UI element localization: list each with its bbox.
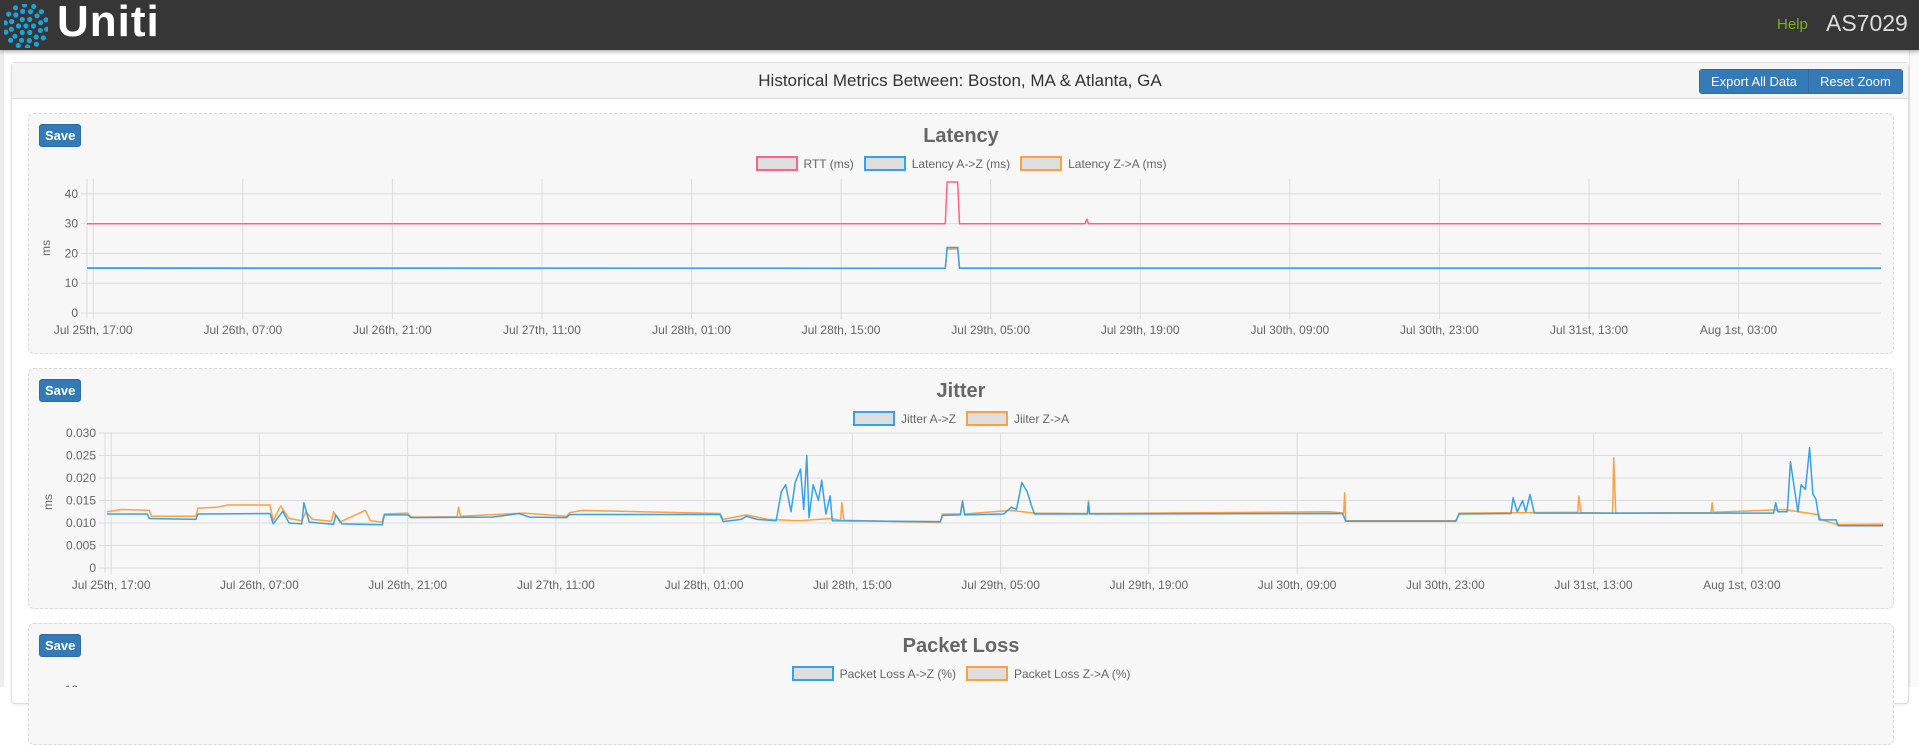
legend-item[interactable]: Packet Loss A->Z (%) xyxy=(791,666,956,681)
top-navbar: Uniti Help AS7029 xyxy=(0,0,1919,50)
packet-loss-chart-title: Packet Loss xyxy=(902,635,1020,657)
latency-legend: RTT (ms) Latency A->Z (ms) Latency Z->A (m… xyxy=(29,156,1893,171)
brand-name[interactable]: Uniti xyxy=(57,0,160,46)
logo-dot xyxy=(19,16,25,23)
legend-item[interactable]: Latency A->Z (ms) xyxy=(863,156,1011,171)
logo-dot xyxy=(37,27,43,34)
account-name[interactable]: AS7029 xyxy=(1826,10,1908,36)
logo-dot xyxy=(31,4,37,10)
logo-dot xyxy=(43,17,48,23)
legend-item[interactable]: Packet Loss Z->A (%) xyxy=(966,666,1130,681)
logo-dot xyxy=(12,5,19,11)
legend-label: RTT (ms) xyxy=(803,156,854,171)
logo-dot xyxy=(34,13,40,19)
uniti-logo-icon[interactable] xyxy=(4,4,48,48)
logo-dot xyxy=(18,37,25,43)
panel-header: Historical Metrics Between: Boston, MA &… xyxy=(12,63,1908,99)
logo-dot xyxy=(26,38,32,44)
latency-chart-card: Save Latency RTT (ms) Latency A->Z (ms) La… xyxy=(28,113,1894,354)
legend-label: Packet Loss A->Z (%) xyxy=(839,666,956,681)
panel-title: Historical Metrics Between: Boston, MA &… xyxy=(758,71,1162,90)
logo-dot xyxy=(44,26,48,32)
legend-swatch xyxy=(755,156,798,171)
logo-dot xyxy=(40,35,46,41)
logo-dot xyxy=(27,29,33,36)
logo-dot xyxy=(4,29,9,35)
scrollbar[interactable] xyxy=(1909,50,1919,687)
legend-label: Latency Z->A (ms) xyxy=(1068,156,1167,171)
legend-item[interactable]: Jiiter Z->A xyxy=(966,411,1069,426)
legend-swatch xyxy=(863,156,906,171)
jitter-legend: Jitter A->Z Jiiter Z->A xyxy=(29,411,1893,426)
logo-dot xyxy=(20,8,26,14)
logo-dot xyxy=(27,9,34,15)
logo-dot xyxy=(21,4,28,8)
save-packet-loss-button[interactable]: Save xyxy=(39,634,82,657)
logo-dot xyxy=(38,20,44,26)
page-left-edge xyxy=(0,50,4,687)
legend-swatch xyxy=(1020,156,1063,171)
logo-dot xyxy=(33,34,39,40)
logo-dot xyxy=(30,23,37,29)
packet-loss-chart-card: Save Packet Loss Packet Loss A->Z (%) Pac… xyxy=(28,623,1894,745)
panel-actions: Export All Data Reset Zoom xyxy=(1699,69,1903,94)
logo-dot xyxy=(6,11,12,17)
logo-dot xyxy=(15,42,21,48)
legend-label: Jiiter Z->A xyxy=(1014,411,1070,426)
legend-swatch xyxy=(791,666,834,681)
save-jitter-button[interactable]: Save xyxy=(39,379,82,402)
legend-item[interactable]: Jitter A->Z xyxy=(852,411,956,426)
logo-dot xyxy=(7,37,14,43)
help-link[interactable]: Help xyxy=(1777,16,1808,33)
legend-label: Jitter A->Z xyxy=(900,411,956,426)
jitter-chart-card: Save Jitter Jitter A->Z Jiiter Z->A xyxy=(28,368,1894,609)
legend-label: Packet Loss Z->A (%) xyxy=(1014,666,1131,681)
logo-dot xyxy=(38,9,45,15)
packet-loss-legend: Packet Loss A->Z (%) Packet Loss Z->A (%) xyxy=(29,666,1893,681)
legend-swatch xyxy=(852,411,895,426)
logo-dot xyxy=(27,16,33,23)
logo-dot xyxy=(19,29,25,36)
legend-item[interactable]: Latency Z->A (ms) xyxy=(1020,156,1166,171)
logo-dot xyxy=(15,23,22,29)
jitter-chart-title: Jitter xyxy=(936,380,986,402)
logo-dot xyxy=(8,26,14,32)
logo-dot xyxy=(4,20,8,26)
logo-dot xyxy=(23,23,29,29)
save-latency-button[interactable]: Save xyxy=(39,124,82,147)
legend-label: Latency A->Z (ms) xyxy=(911,156,1011,171)
legend-swatch xyxy=(966,411,1008,426)
logo-dot xyxy=(9,18,15,25)
legend-item[interactable]: RTT (ms) xyxy=(755,156,854,171)
logo-dot xyxy=(12,33,18,39)
latency-chart-title: Latency xyxy=(923,125,999,147)
export-all-data-button[interactable]: Export All Data xyxy=(1700,70,1808,93)
legend-swatch xyxy=(966,666,1008,681)
logo-dot xyxy=(13,12,19,18)
reset-zoom-button[interactable]: Reset Zoom xyxy=(1808,70,1902,93)
logo-dot xyxy=(33,41,40,47)
logo-dot xyxy=(24,44,31,48)
